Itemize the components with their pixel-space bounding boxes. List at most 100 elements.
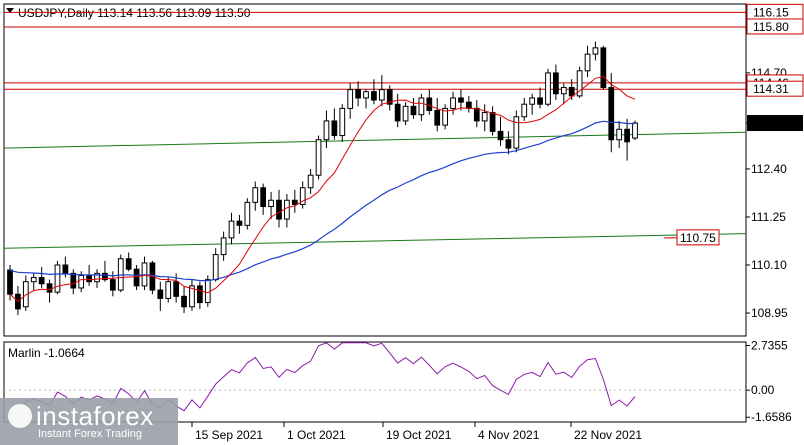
level-label: 114.31 <box>753 82 789 96</box>
level-label: 116.15 <box>753 5 789 19</box>
bull-candle <box>220 237 227 256</box>
bull-candle <box>347 89 354 109</box>
bull-candle <box>339 107 346 137</box>
x-tick-label: 19 Oct 2021 <box>386 428 452 442</box>
upper-trendline <box>3 131 747 149</box>
bull-candle <box>204 279 211 304</box>
bear-candle <box>173 281 180 297</box>
bear-candle <box>465 101 472 109</box>
oscillator-tick-label: -1.6586 <box>751 410 792 424</box>
bull-candle <box>418 97 425 116</box>
bear-candle <box>608 87 615 141</box>
bull-candle <box>165 281 172 299</box>
bear-candle <box>458 97 464 103</box>
bull-candle <box>315 139 322 176</box>
bull-candle <box>363 91 369 99</box>
bull-candle <box>30 277 37 283</box>
level-label-box <box>746 18 804 35</box>
target-label: 110.75 <box>680 231 716 245</box>
bull-candle <box>616 128 623 141</box>
bear-candle <box>46 283 53 293</box>
bull-candle <box>228 220 235 239</box>
bear-candle <box>197 285 203 304</box>
bull-candle <box>299 187 306 205</box>
oscillator-tick-label: 2.7355 <box>751 339 788 353</box>
oscillator-tick-label: 0.00 <box>751 383 775 397</box>
bear-candle <box>38 277 45 285</box>
bear-candle <box>497 130 504 141</box>
bull-candle <box>584 53 591 72</box>
x-tick-label: 22 Nov 2021 <box>574 428 642 442</box>
bull-candle <box>576 70 583 97</box>
bear-candle <box>291 199 298 205</box>
bull-candle <box>378 89 385 101</box>
bear-candle <box>109 279 116 291</box>
bear-candle <box>7 269 13 295</box>
bull-candle <box>212 254 219 281</box>
main-plot-frame <box>3 3 747 337</box>
bear-candle <box>70 272 77 289</box>
bear-candle <box>133 268 140 287</box>
chart-menu-triangle-icon <box>6 8 14 13</box>
y-tick-label: 108.95 <box>751 306 788 320</box>
bear-candle <box>236 220 243 226</box>
bear-candle <box>600 47 607 89</box>
bull-candle <box>450 97 456 109</box>
watermark-tagline: Instant Forex Trading <box>38 428 142 440</box>
bear-candle <box>331 120 338 137</box>
bear-candle <box>410 105 417 116</box>
bear-candle <box>568 87 575 97</box>
bear-candle <box>434 109 441 126</box>
target-label-box <box>676 229 720 246</box>
current-price-box <box>747 115 803 132</box>
bear-candle <box>553 72 559 95</box>
y-tick-label: 112.40 <box>751 162 787 176</box>
bull-candle <box>94 272 100 283</box>
x-tick-label: 4 Nov 2021 <box>478 428 540 442</box>
bull-candle <box>521 103 528 118</box>
bull-candle <box>284 199 290 220</box>
watermark-brand: instaforex <box>36 401 154 431</box>
bear-candle <box>537 97 543 105</box>
bull-candle <box>244 201 251 226</box>
oscillator-label: Marlin -1.0664 <box>8 346 85 360</box>
bull-candle <box>442 107 449 126</box>
bear-candle <box>181 295 187 308</box>
x-tick-label: 1 Oct 2021 <box>287 428 346 442</box>
bull-candle <box>529 97 536 105</box>
bull-candle <box>402 105 409 122</box>
bull-candle <box>513 116 520 149</box>
oscillator-frame <box>3 341 747 423</box>
bear-candle <box>386 89 393 105</box>
bear-candle <box>426 97 433 111</box>
slow-moving-average-line <box>9 120 635 282</box>
bear-candle <box>62 264 69 274</box>
bear-candle <box>473 107 480 122</box>
bull-candle <box>592 47 599 55</box>
bull-candle <box>22 281 29 308</box>
bear-candle <box>355 89 361 99</box>
bull-candle <box>268 199 274 208</box>
x-tick-label: 15 Sep 2021 <box>195 428 263 442</box>
bull-candle <box>545 72 551 105</box>
bull-candle <box>252 187 259 203</box>
bear-candle <box>125 258 132 270</box>
bear-candle <box>371 91 377 101</box>
y-tick-label: 111.25 <box>751 210 786 224</box>
bull-candle <box>189 285 195 308</box>
bull-candle <box>78 274 85 289</box>
bear-candle <box>276 199 282 220</box>
fast-moving-average-line <box>9 75 636 303</box>
bear-candle <box>157 289 164 299</box>
bull-candle <box>481 112 488 122</box>
bear-candle <box>86 274 92 283</box>
bear-candle <box>260 187 267 208</box>
bull-candle <box>307 174 314 189</box>
lower-trendline <box>3 233 747 249</box>
level-label: 115.80 <box>753 20 789 34</box>
instaforex-logo-icon <box>8 404 32 428</box>
level-label-box <box>746 80 804 97</box>
bear-candle <box>489 112 496 132</box>
